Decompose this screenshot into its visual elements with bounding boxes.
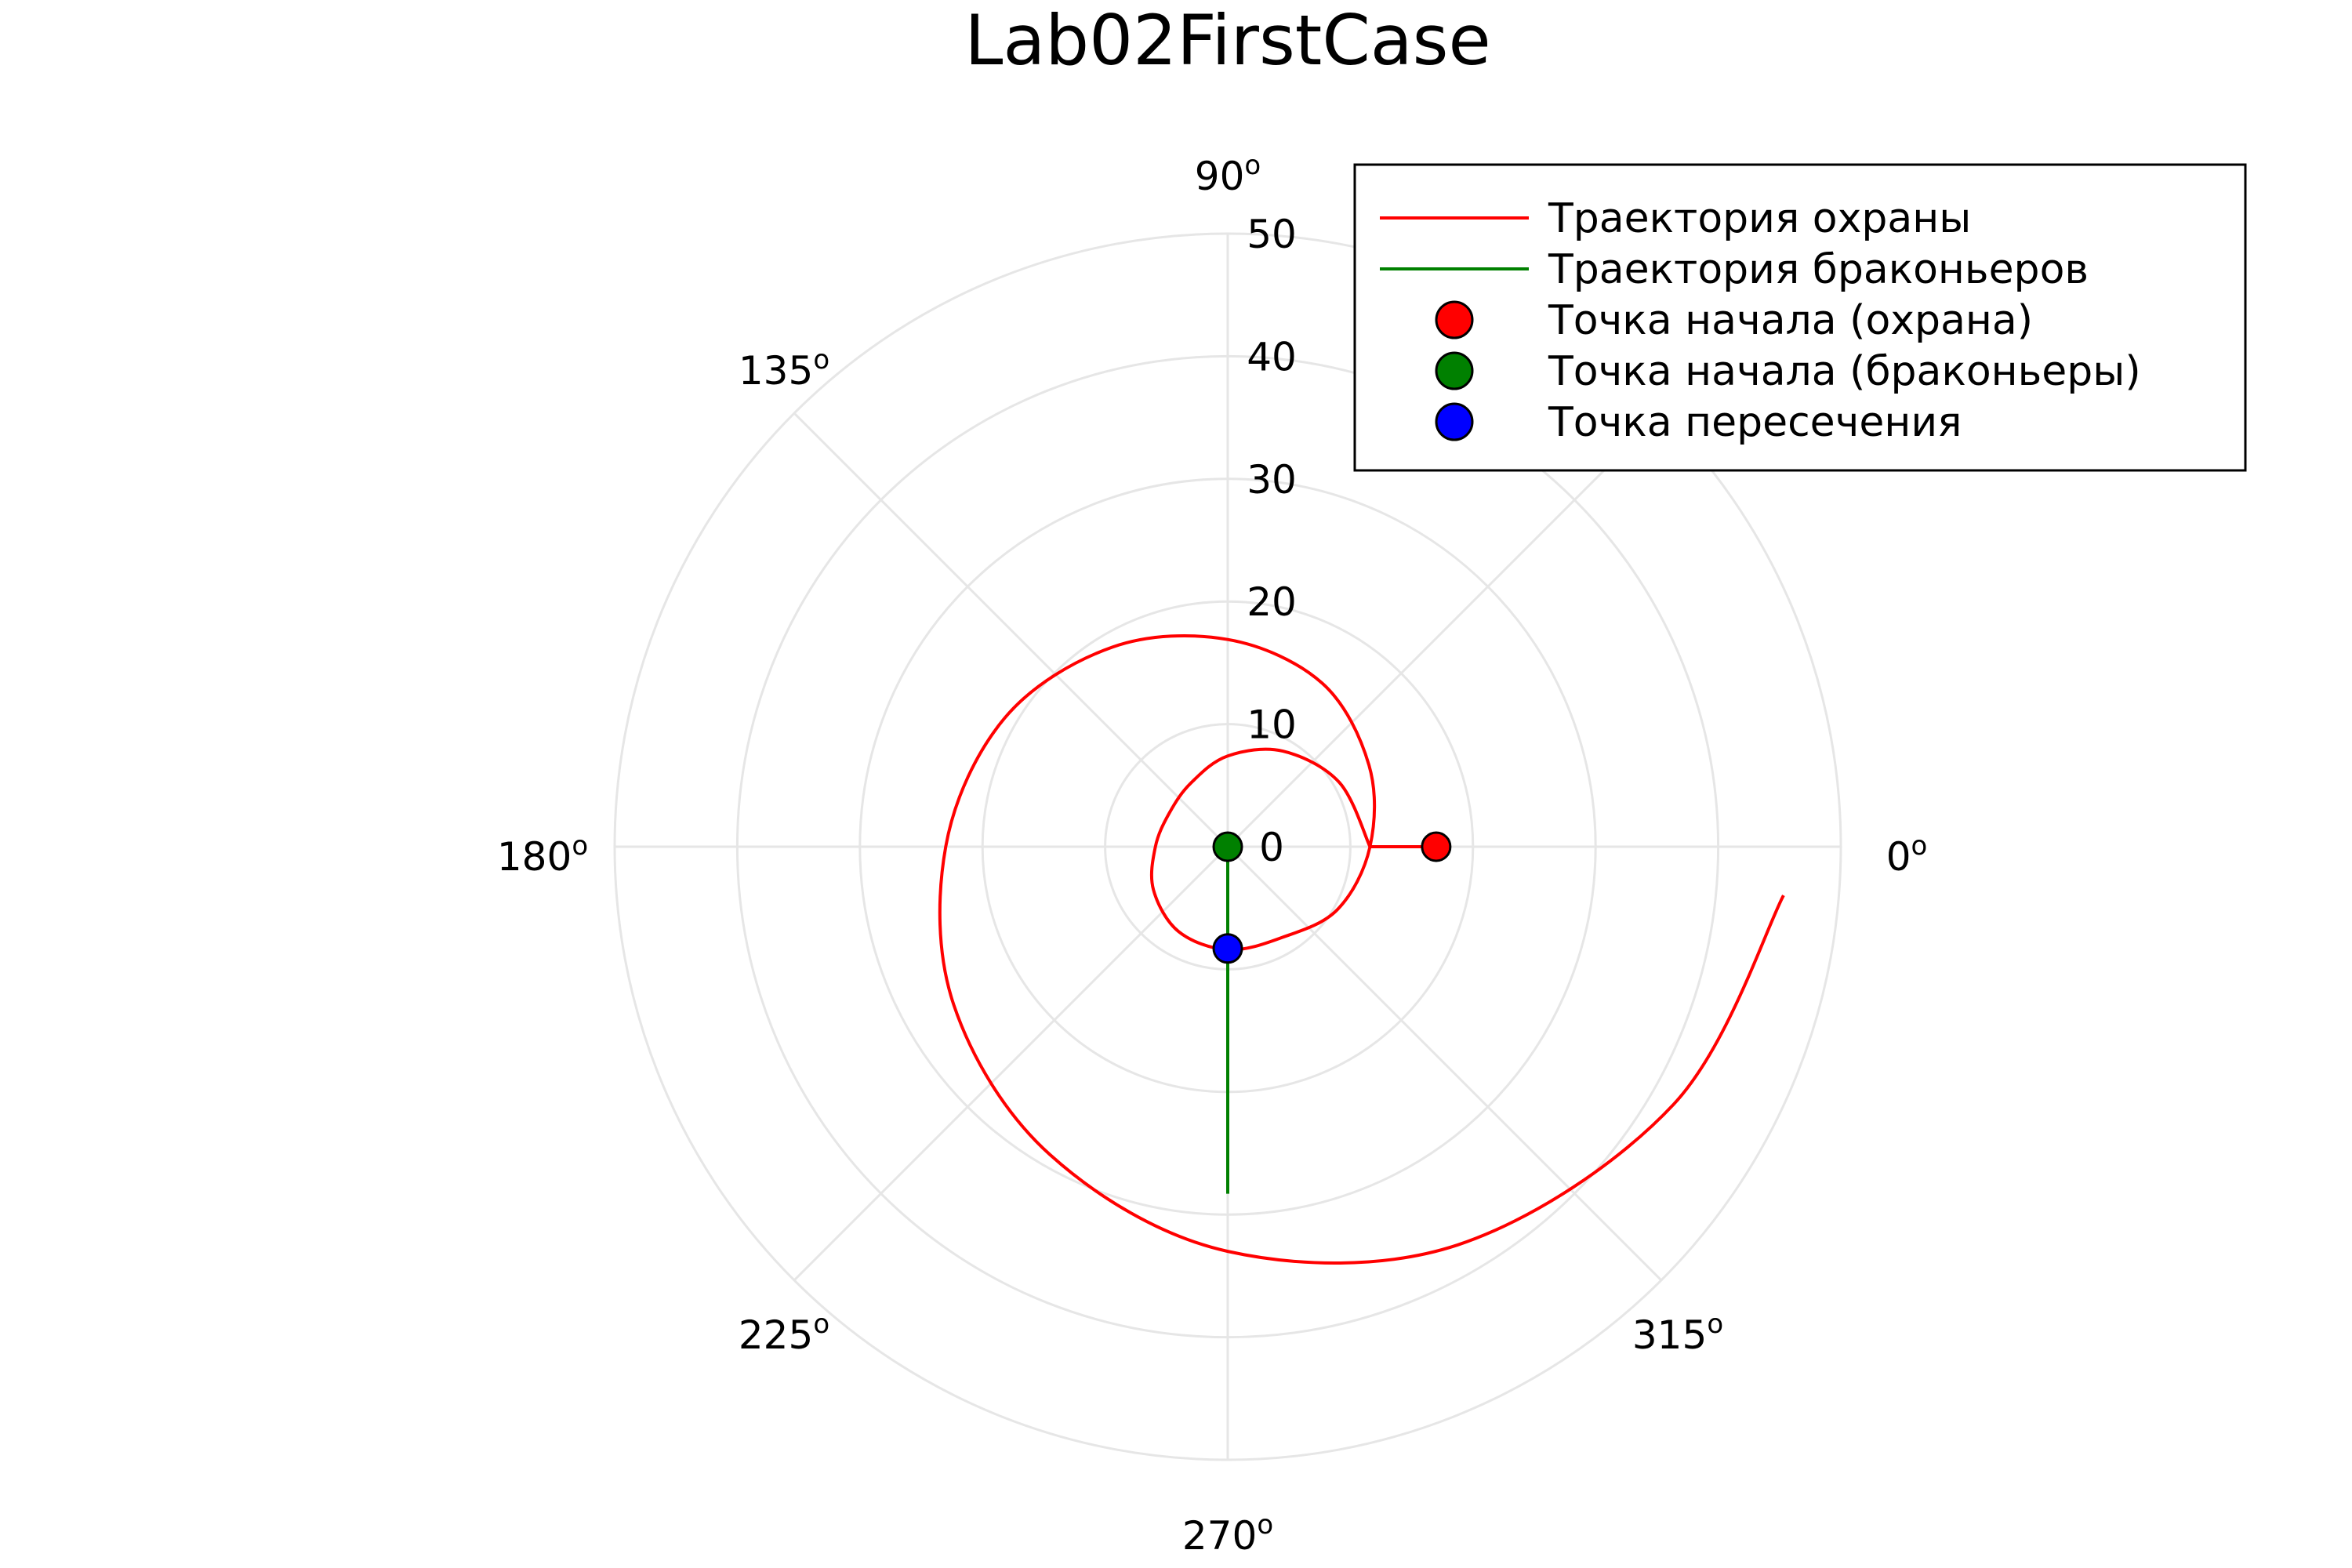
radial-tick-label-50: 50 [1247, 212, 1297, 257]
angular-gridline-135 [793, 412, 1229, 848]
degree-symbol: o [1707, 1308, 1723, 1340]
radial-tick-label-30: 30 [1247, 457, 1297, 503]
legend-swatch-2 [1435, 300, 1474, 339]
legend-label-4: Точка пересечения [1548, 399, 1962, 446]
legend-label-2: Точка начала (охрана) [1548, 297, 2033, 344]
radial-tick-label-20: 20 [1247, 579, 1297, 625]
series-marker-4-0 [1212, 933, 1243, 964]
legend-label-0: Траектория охраны [1548, 195, 1971, 242]
legend-label-1: Траектория браконьеров [1548, 246, 2089, 293]
polar-grid [613, 232, 1842, 1461]
series-marker-2-0 [1421, 831, 1452, 862]
degree-symbol: o [1911, 830, 1928, 862]
chart-title: Lab02FirstCase [964, 0, 1490, 81]
angular-tick-label-315: 315o [1632, 1308, 1723, 1358]
angular-gridline-315 [1226, 845, 1663, 1282]
degree-symbol: o [1257, 1509, 1273, 1541]
radial-tick-label-0: 0 [1259, 825, 1284, 870]
degree-symbol: o [1244, 150, 1261, 181]
degree-symbol: o [813, 1308, 829, 1340]
plot-area [938, 633, 1785, 1265]
legend-swatch-4 [1435, 402, 1474, 441]
radial-tick-label-10: 10 [1247, 702, 1297, 748]
degree-symbol: o [813, 344, 829, 376]
degree-symbol: o [572, 830, 588, 862]
legend-box [1353, 163, 2247, 472]
radial-tick-label-40: 40 [1247, 334, 1297, 379]
angular-gridline-45 [1226, 412, 1663, 848]
angular-gridline-225 [793, 845, 1229, 1282]
series-line-0 [938, 633, 1785, 1265]
series-marker-3-0 [1212, 831, 1243, 862]
legend-label-3: Точка начала (браконьеры) [1548, 348, 2141, 395]
legend-swatch-3 [1435, 351, 1474, 390]
